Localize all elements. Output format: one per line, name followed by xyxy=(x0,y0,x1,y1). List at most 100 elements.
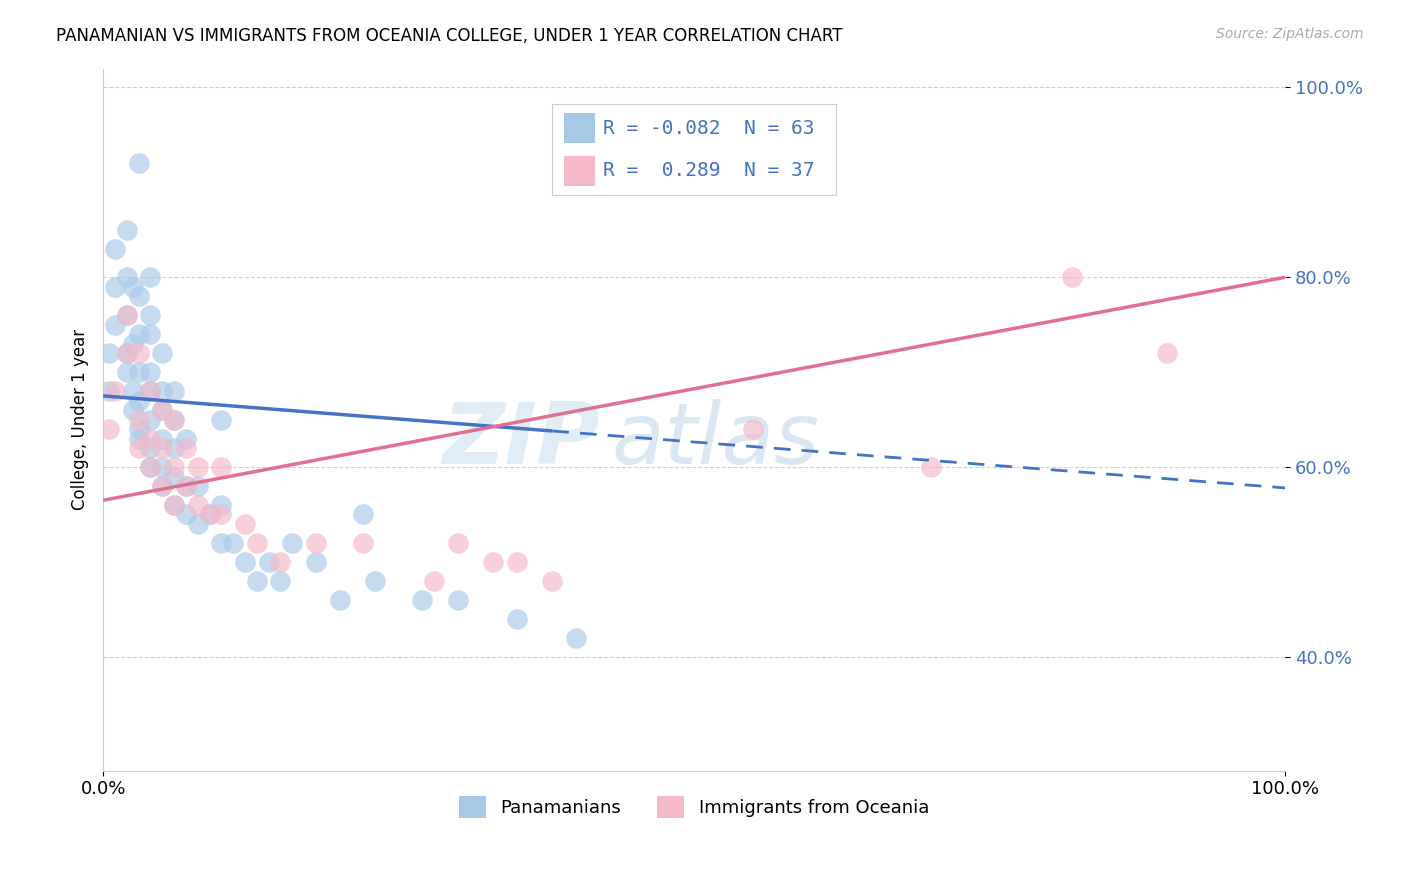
Text: atlas: atlas xyxy=(612,400,820,483)
Point xyxy=(209,508,232,522)
Point xyxy=(1156,346,1178,360)
Point xyxy=(541,574,564,588)
Point xyxy=(128,422,150,436)
Point xyxy=(246,574,269,588)
Point xyxy=(163,441,186,455)
Point xyxy=(150,441,173,455)
Point xyxy=(187,498,209,512)
Point xyxy=(139,384,162,398)
Point xyxy=(115,346,138,360)
Point xyxy=(139,384,162,398)
Point xyxy=(328,593,350,607)
Point xyxy=(121,336,143,351)
Point xyxy=(198,508,221,522)
Point xyxy=(128,289,150,303)
Point xyxy=(163,469,186,483)
Point xyxy=(150,346,173,360)
Point xyxy=(115,308,138,322)
Point xyxy=(174,479,197,493)
Point xyxy=(150,479,173,493)
Point xyxy=(128,346,150,360)
Point xyxy=(364,574,387,588)
Point xyxy=(920,460,942,475)
Point xyxy=(150,479,173,493)
Point xyxy=(163,460,186,475)
Point xyxy=(506,612,529,626)
Point xyxy=(352,508,374,522)
Point xyxy=(198,508,221,522)
Point xyxy=(121,403,143,417)
Point xyxy=(423,574,446,588)
Point xyxy=(150,432,173,446)
Point xyxy=(269,555,291,569)
Point xyxy=(257,555,280,569)
Point xyxy=(187,479,209,493)
Text: PANAMANIAN VS IMMIGRANTS FROM OCEANIA COLLEGE, UNDER 1 YEAR CORRELATION CHART: PANAMANIAN VS IMMIGRANTS FROM OCEANIA CO… xyxy=(56,27,842,45)
Point xyxy=(163,498,186,512)
Point xyxy=(139,365,162,379)
Point xyxy=(163,412,186,426)
Point xyxy=(139,327,162,342)
Point xyxy=(209,460,232,475)
Point xyxy=(98,384,121,398)
Point xyxy=(269,574,291,588)
Point xyxy=(139,460,162,475)
Point xyxy=(139,460,162,475)
Point xyxy=(115,346,138,360)
Point xyxy=(128,432,150,446)
Point xyxy=(115,270,138,285)
Point xyxy=(174,508,197,522)
Point xyxy=(104,279,127,293)
Point xyxy=(482,555,505,569)
Point xyxy=(115,308,138,322)
Point xyxy=(1062,270,1084,285)
Point xyxy=(139,308,162,322)
Point xyxy=(209,412,232,426)
Text: ZIP: ZIP xyxy=(441,400,599,483)
Point xyxy=(98,422,121,436)
Point xyxy=(104,384,127,398)
Point xyxy=(128,365,150,379)
Point xyxy=(163,384,186,398)
Point xyxy=(305,536,328,550)
Point xyxy=(163,412,186,426)
Point xyxy=(174,479,197,493)
Point xyxy=(246,536,269,550)
Point xyxy=(565,631,588,645)
Point xyxy=(115,223,138,237)
Point xyxy=(447,536,470,550)
Point xyxy=(128,412,150,426)
Point xyxy=(163,498,186,512)
Point xyxy=(222,536,245,550)
Point xyxy=(150,384,173,398)
Point xyxy=(104,242,127,256)
Point xyxy=(139,270,162,285)
Point xyxy=(187,460,209,475)
Point xyxy=(128,441,150,455)
Point xyxy=(233,516,256,531)
Point xyxy=(352,536,374,550)
Point xyxy=(150,460,173,475)
Point xyxy=(150,403,173,417)
Point xyxy=(139,412,162,426)
Point xyxy=(121,279,143,293)
Point xyxy=(447,593,470,607)
Text: Source: ZipAtlas.com: Source: ZipAtlas.com xyxy=(1216,27,1364,41)
Point xyxy=(98,346,121,360)
Point xyxy=(128,327,150,342)
Point xyxy=(174,441,197,455)
Y-axis label: College, Under 1 year: College, Under 1 year xyxy=(72,329,89,510)
Point xyxy=(121,384,143,398)
Legend: Panamanians, Immigrants from Oceania: Panamanians, Immigrants from Oceania xyxy=(451,789,936,825)
Point xyxy=(305,555,328,569)
Point xyxy=(174,432,197,446)
Point xyxy=(115,365,138,379)
Point xyxy=(742,422,765,436)
Point xyxy=(139,432,162,446)
Point xyxy=(506,555,529,569)
Point xyxy=(233,555,256,569)
Point xyxy=(104,318,127,332)
Point xyxy=(411,593,433,607)
Point xyxy=(128,156,150,170)
Point xyxy=(209,498,232,512)
